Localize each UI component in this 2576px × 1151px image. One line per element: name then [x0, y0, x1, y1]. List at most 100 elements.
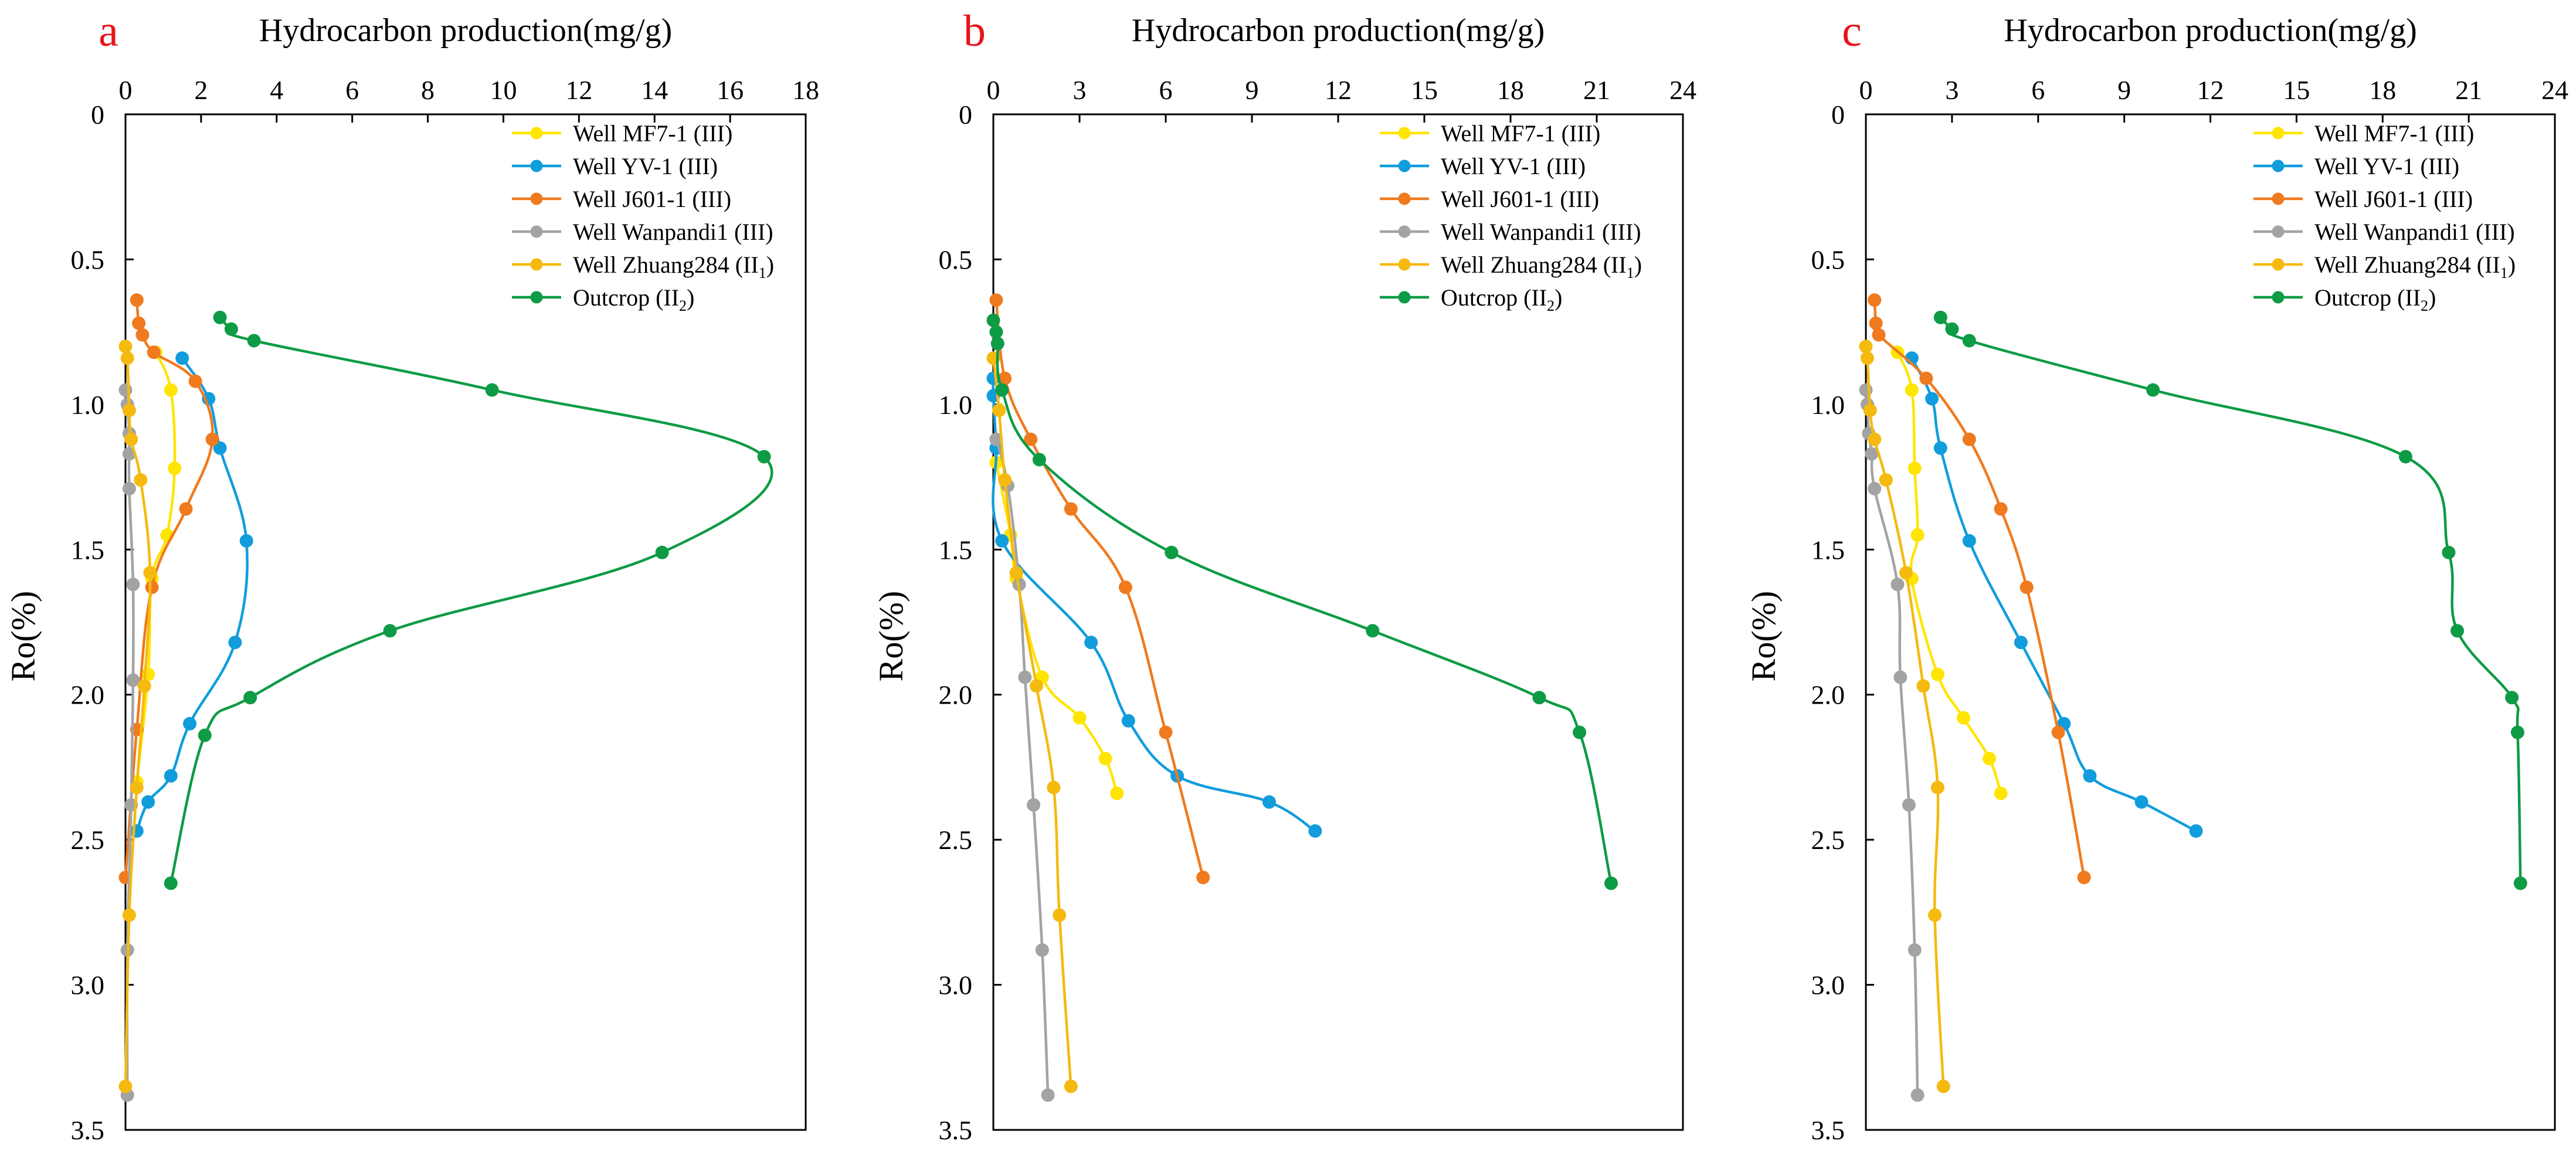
- data-point-j601: [1196, 871, 1210, 884]
- legend-marker-j601: [1398, 192, 1411, 205]
- data-point-outcrop: [1962, 334, 1976, 348]
- y-tick-label: 1.5: [71, 535, 105, 565]
- series-line-outcrop: [992, 319, 1613, 885]
- data-point-yv: [1933, 441, 1947, 455]
- data-point-outcrop: [247, 334, 261, 348]
- data-point-zhuang: [1064, 1079, 1078, 1094]
- panel-label: b: [963, 6, 986, 56]
- x-tick-label: 0: [987, 75, 1000, 105]
- legend-label: Well Wanpandi1 (III): [1441, 219, 1641, 245]
- data-point-yv: [1121, 714, 1135, 728]
- x-tick-label: 0: [119, 75, 133, 105]
- data-point-yv: [213, 441, 227, 455]
- data-point-mf7: [1930, 667, 1944, 681]
- data-point-j601: [2077, 871, 2091, 884]
- legend-marker-mf7: [530, 127, 543, 140]
- y-tick-label: 1.5: [1811, 535, 1845, 565]
- data-point-outcrop: [1032, 453, 1046, 467]
- data-point-outcrop: [198, 728, 212, 742]
- legend-label: Outcrop (II2): [573, 284, 694, 314]
- data-point-outcrop: [1604, 876, 1618, 890]
- data-point-j601: [188, 374, 202, 388]
- y-tick-label: 2.5: [71, 825, 105, 855]
- legend-marker-wanpandi: [530, 225, 543, 238]
- series-line-yv: [992, 377, 1317, 833]
- legend: Well MF7-1 (III) Well YV-1 (III) Well J601…: [1380, 120, 1642, 314]
- data-point-mf7: [1994, 786, 2008, 800]
- data-point-zhuang: [1930, 780, 1944, 795]
- data-point-wanpandi: [1891, 578, 1905, 592]
- data-point-yv: [130, 824, 144, 838]
- legend-marker-zhuang: [1398, 258, 1411, 271]
- data-point-j601: [147, 345, 161, 359]
- data-point-yv: [239, 534, 253, 548]
- y-tick-label: 0.5: [1811, 245, 1845, 274]
- data-point-outcrop: [164, 876, 178, 890]
- data-point-yv: [1084, 636, 1098, 650]
- data-point-yv: [183, 717, 197, 731]
- data-point-mf7: [1905, 383, 1919, 397]
- data-point-mf7: [1098, 752, 1112, 766]
- x-tick-label: 10: [490, 75, 517, 105]
- x-tick-label: 6: [2031, 75, 2045, 105]
- y-ticks: 0 0.5 1.0 1.5 2.0 2.5 3.0 3.5: [71, 100, 134, 1145]
- data-point-outcrop: [2505, 691, 2519, 705]
- legend-marker-zhuang: [530, 258, 543, 271]
- series-line-outcrop: [169, 316, 773, 885]
- y-ticks: 0 0.5 1.0 1.5 2.0 2.5 3.0 3.5: [1811, 100, 1874, 1145]
- legend-marker-outcrop: [530, 291, 543, 304]
- x-tick-label: 12: [1325, 75, 1352, 105]
- data-point-outcrop: [2146, 383, 2160, 397]
- x-tick-label: 14: [641, 75, 668, 105]
- y-tick-label: 3.0: [939, 970, 973, 1000]
- data-point-outcrop: [2442, 545, 2456, 559]
- legend-marker-yv: [1398, 159, 1411, 172]
- x-tick-label: 21: [2455, 75, 2482, 105]
- data-point-mf7: [1957, 711, 1970, 725]
- data-point-j601: [998, 371, 1012, 385]
- data-point-wanpandi: [118, 383, 133, 397]
- x-tick-label: 6: [1159, 75, 1173, 105]
- y-tick-label: 0: [1831, 100, 1845, 130]
- legend-label: Outcrop (II2): [2314, 284, 2436, 314]
- data-point-zhuang: [1899, 566, 1913, 580]
- y-tick-label: 3.5: [71, 1115, 105, 1145]
- data-point-outcrop: [383, 624, 397, 638]
- data-point-outcrop: [2451, 624, 2464, 638]
- data-point-mf7: [1908, 461, 1922, 476]
- data-point-wanpandi: [1041, 1088, 1055, 1102]
- x-axis-title: Hydrocarbon production(mg/g): [1132, 12, 1545, 49]
- data-point-outcrop: [1945, 322, 1959, 336]
- panel-label: c: [1842, 6, 1862, 56]
- data-point-zhuang: [1009, 566, 1023, 580]
- data-point-zhuang: [1859, 339, 1873, 354]
- y-tick-label: 1.5: [939, 535, 973, 565]
- series-group: [986, 293, 1618, 1102]
- legend-label: Well Zhuang284 (II1): [2314, 252, 2516, 281]
- x-tick-label: 9: [1245, 75, 1259, 105]
- x-tick-label: 2: [194, 75, 208, 105]
- y-tick-label: 0: [91, 100, 104, 130]
- data-point-yv: [1308, 824, 1322, 838]
- legend-label: Well YV-1 (III): [573, 153, 718, 179]
- data-point-wanpandi: [1868, 481, 1882, 495]
- data-point-yv: [141, 795, 155, 809]
- data-point-yv: [2134, 795, 2149, 809]
- y-tick-label: 2.5: [1811, 825, 1845, 855]
- legend-label: Well J601-1 (III): [573, 186, 731, 212]
- data-point-wanpandi: [1893, 670, 1908, 684]
- x-tick-label: 12: [565, 75, 592, 105]
- data-point-wanpandi: [1018, 670, 1032, 684]
- data-point-zhuang: [122, 908, 136, 922]
- data-point-j601: [132, 316, 146, 330]
- series-line-j601: [995, 298, 1204, 879]
- data-point-outcrop: [243, 691, 257, 705]
- y-tick-label: 2.0: [71, 680, 105, 710]
- legend-label: Well Wanpandi1 (III): [2314, 219, 2515, 245]
- data-point-mf7: [168, 461, 182, 476]
- x-tick-label: 15: [2283, 75, 2310, 105]
- legend-label: Well YV-1 (III): [1441, 153, 1586, 179]
- legend-marker-yv: [530, 159, 543, 172]
- y-tick-label: 1.0: [71, 390, 105, 420]
